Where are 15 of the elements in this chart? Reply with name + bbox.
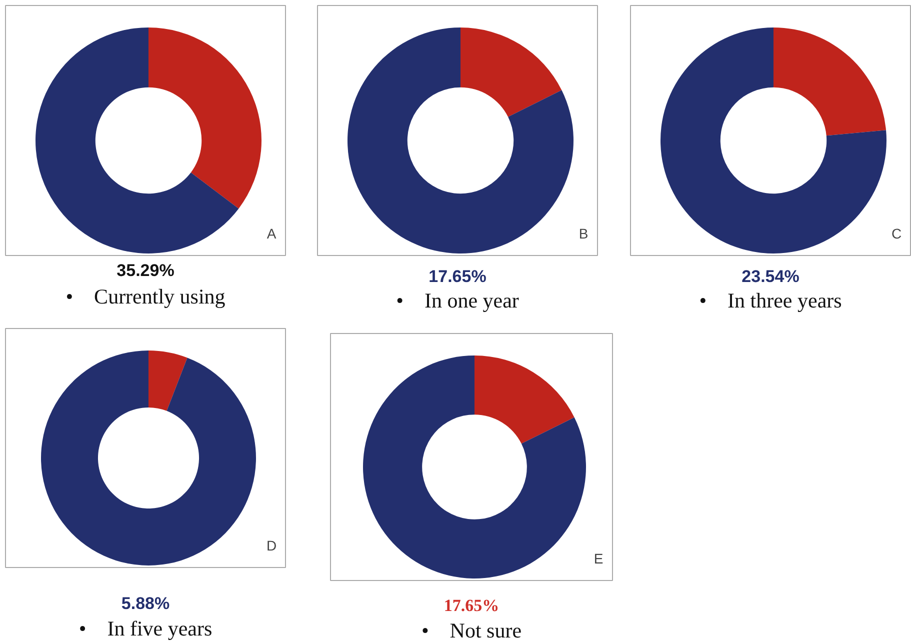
text: C — [891, 226, 902, 242]
text: A — [266, 226, 277, 242]
text: • In five years — [78, 616, 212, 640]
text: • Currently using — [66, 284, 226, 308]
text: 35.29% — [116, 261, 174, 280]
text: 17.65% — [428, 267, 486, 286]
text: • In one year — [396, 288, 519, 312]
text: • Not sure — [421, 618, 522, 642]
text: D — [266, 538, 277, 554]
text: 23.54% — [742, 267, 800, 286]
text: 17.65% — [444, 596, 500, 615]
text: B — [578, 226, 588, 242]
text: • In three years — [699, 288, 842, 312]
text: E — [594, 550, 604, 566]
text: 5.88% — [121, 594, 170, 613]
